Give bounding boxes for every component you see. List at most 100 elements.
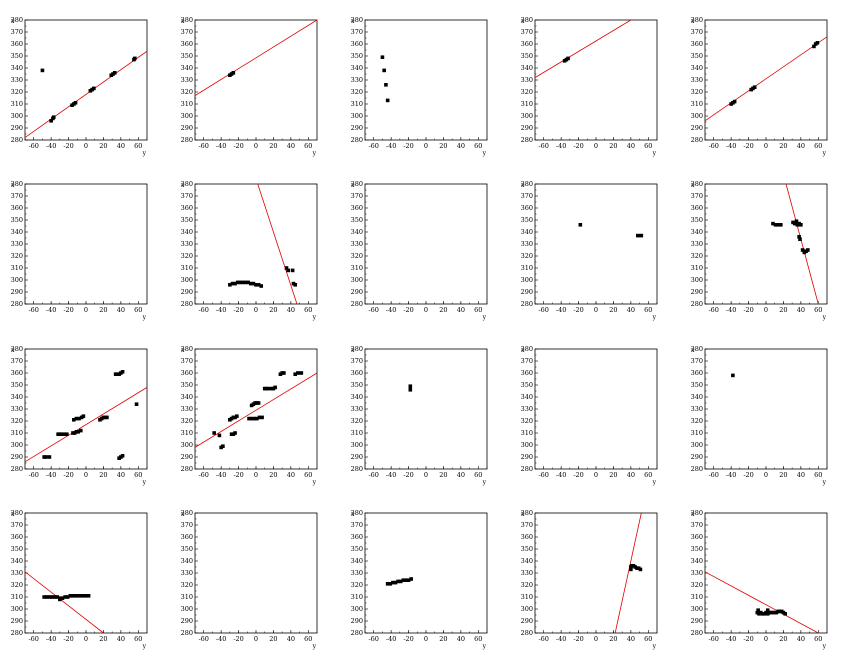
data-point bbox=[217, 433, 222, 438]
data-point bbox=[293, 283, 298, 287]
x-tick-label: -60 bbox=[198, 306, 208, 314]
y-tick-label: 330 bbox=[691, 569, 703, 577]
y-tick-label: 320 bbox=[181, 88, 193, 96]
plot-frame bbox=[534, 348, 658, 470]
panel-1: 280 290 300 310 320 330 340 350 360 370 380 -60 -40-… bbox=[11, 16, 148, 157]
plot-frame bbox=[704, 348, 828, 470]
y-tick-label: 290 bbox=[521, 453, 533, 461]
y-axis-title: x bbox=[11, 511, 15, 518]
y-tick-label: 380 bbox=[691, 16, 703, 24]
y-axis-title: x bbox=[521, 182, 525, 189]
panel-8: 280 290 300 310 320 330 340 350 360 370 380 -60 -40-… bbox=[351, 180, 488, 321]
y-tick-label: 360 bbox=[11, 369, 23, 377]
fit-line bbox=[195, 372, 317, 448]
x-axis-title: y bbox=[652, 643, 657, 650]
y-tick-label: 300 bbox=[181, 276, 193, 284]
y-tick-label: 360 bbox=[521, 40, 533, 48]
data-point bbox=[273, 385, 277, 390]
y-tick-label: 280 bbox=[521, 465, 533, 473]
y-tick-label: 320 bbox=[521, 252, 533, 260]
y-tick-label: 280 bbox=[351, 465, 363, 473]
y-tick-label: 330 bbox=[351, 240, 363, 248]
x-tick-label: 20 bbox=[439, 471, 447, 479]
data-point bbox=[382, 68, 386, 73]
x-tick-label: -20 bbox=[573, 471, 583, 479]
y-axis-title: x bbox=[181, 182, 185, 189]
x-tick-label: -20 bbox=[403, 142, 413, 150]
y-tick-label: 330 bbox=[11, 405, 23, 413]
data-point bbox=[776, 223, 780, 227]
y-tick-label: 380 bbox=[691, 345, 703, 353]
x-tick-label: 40 bbox=[457, 471, 465, 479]
plot-frame bbox=[194, 19, 318, 141]
y-tick-label: 310 bbox=[691, 100, 703, 108]
y-tick-label: 300 bbox=[521, 605, 533, 613]
y-tick-label: 330 bbox=[11, 76, 23, 84]
data-point bbox=[71, 594, 75, 598]
plot-frame bbox=[194, 512, 318, 634]
x-axis-title: y bbox=[312, 643, 317, 650]
y-tick-label: 380 bbox=[351, 509, 363, 517]
y-tick-label: 300 bbox=[181, 441, 193, 449]
y-tick-label: 310 bbox=[521, 429, 533, 437]
data-point bbox=[393, 580, 398, 585]
plot-frame bbox=[364, 183, 488, 305]
data-point bbox=[92, 86, 96, 91]
y-tick-label: 330 bbox=[691, 240, 703, 248]
y-tick-label: 360 bbox=[181, 533, 193, 541]
x-tick-label: 0 bbox=[84, 306, 88, 314]
x-tick-label: -40 bbox=[46, 635, 56, 643]
y-tick-label: 310 bbox=[351, 429, 363, 437]
y-tick-label: 370 bbox=[351, 192, 363, 200]
data-point bbox=[51, 115, 56, 119]
y-tick-label: 310 bbox=[691, 429, 703, 437]
x-tick-label: -60 bbox=[28, 306, 38, 314]
x-tick-label: 40 bbox=[117, 306, 125, 314]
data-point bbox=[249, 416, 254, 421]
y-tick-label: 380 bbox=[11, 345, 23, 353]
data-point bbox=[49, 119, 53, 123]
y-tick-label: 350 bbox=[691, 216, 703, 224]
y-tick-label: 310 bbox=[521, 593, 533, 601]
y-tick-label: 290 bbox=[181, 453, 193, 461]
y-tick-label: 360 bbox=[351, 204, 363, 212]
y-tick-label: 280 bbox=[181, 136, 193, 144]
x-tick-label: 60 bbox=[134, 471, 142, 479]
data-point bbox=[752, 85, 757, 89]
y-tick-label: 320 bbox=[351, 417, 363, 425]
y-tick-label: 370 bbox=[691, 521, 703, 529]
y-tick-label: 280 bbox=[11, 629, 23, 637]
y-tick-label: 350 bbox=[521, 216, 533, 224]
x-tick-label: 60 bbox=[134, 142, 142, 150]
y-tick-label: 380 bbox=[521, 16, 533, 24]
y-tick-label: 290 bbox=[351, 453, 363, 461]
x-tick-label: -60 bbox=[708, 635, 718, 643]
x-tick-label: 40 bbox=[117, 635, 125, 643]
y-tick-label: 380 bbox=[181, 16, 193, 24]
x-tick-label: 40 bbox=[287, 471, 295, 479]
x-tick-label: 60 bbox=[304, 635, 312, 643]
panel-2: 280 290 300 310 320 330 340 350 360 370 380 -60 -40-… bbox=[181, 16, 318, 157]
x-tick-label: 40 bbox=[627, 471, 635, 479]
y-tick-label: 360 bbox=[181, 369, 193, 377]
y-tick-label: 340 bbox=[181, 557, 193, 565]
data-point bbox=[408, 384, 413, 388]
y-tick-label: 310 bbox=[11, 593, 23, 601]
x-tick-label: 0 bbox=[594, 471, 598, 479]
y-tick-label: 320 bbox=[521, 417, 533, 425]
plot-frame bbox=[24, 183, 148, 305]
y-tick-label: 340 bbox=[351, 64, 363, 72]
x-tick-label: 60 bbox=[644, 471, 652, 479]
y-tick-label: 300 bbox=[691, 112, 703, 120]
x-tick-label: 60 bbox=[474, 471, 482, 479]
y-tick-label: 290 bbox=[691, 288, 703, 296]
data-point bbox=[72, 418, 76, 422]
data-point bbox=[380, 55, 385, 59]
y-tick-label: 320 bbox=[11, 417, 23, 425]
plot-frame bbox=[364, 512, 488, 634]
x-tick-label: 40 bbox=[457, 306, 465, 314]
data-point bbox=[77, 416, 81, 421]
y-tick-label: 350 bbox=[11, 52, 23, 60]
x-axis-title: y bbox=[142, 643, 147, 650]
y-tick-label: 320 bbox=[181, 417, 193, 425]
